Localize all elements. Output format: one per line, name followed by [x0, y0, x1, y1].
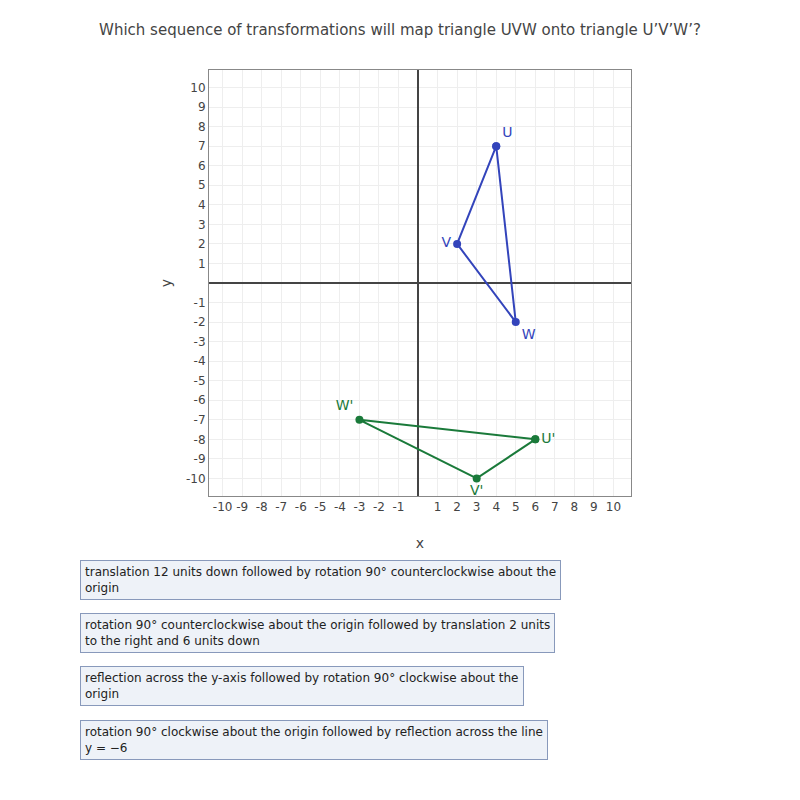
svg-text:rotation 90° clockwise about t: rotation 90° clockwise about the origin … [85, 725, 543, 755]
svg-text:-4: -4 [334, 500, 346, 514]
svg-text:translation 12 units down foll: translation 12 units down followed by ro… [85, 565, 556, 595]
svg-text:y: y [158, 279, 174, 287]
svg-text:-10: -10 [186, 472, 206, 486]
svg-text:-6: -6 [295, 500, 307, 514]
svg-text:8: 8 [198, 120, 206, 134]
svg-text:-5: -5 [194, 374, 206, 388]
svg-text:Which sequence of transformati: Which sequence of transformations will m… [99, 21, 701, 39]
svg-text:-4: -4 [194, 354, 206, 368]
svg-text:7: 7 [198, 139, 206, 153]
svg-text:5: 5 [198, 178, 206, 192]
svg-text:-3: -3 [353, 500, 365, 514]
svg-text:U': U' [541, 430, 555, 446]
svg-text:W': W' [336, 397, 354, 413]
svg-text:6: 6 [198, 159, 206, 173]
svg-text:-10: -10 [213, 500, 233, 514]
svg-text:W: W [522, 326, 536, 342]
svg-text:U: U [502, 124, 512, 140]
svg-text:10: 10 [190, 81, 205, 95]
svg-text:1: 1 [198, 257, 206, 271]
svg-text:-3: -3 [194, 335, 206, 349]
svg-text:9: 9 [590, 500, 598, 514]
svg-text:-9: -9 [236, 500, 248, 514]
svg-text:-6: -6 [194, 393, 206, 407]
svg-text:4: 4 [198, 198, 206, 212]
svg-text:-1: -1 [194, 296, 206, 310]
svg-text:-7: -7 [194, 413, 206, 427]
svg-text:-2: -2 [373, 500, 385, 514]
svg-text:V': V' [470, 482, 483, 496]
svg-text:-5: -5 [314, 500, 326, 514]
svg-text:4: 4 [492, 500, 500, 514]
svg-text:-8: -8 [256, 500, 268, 514]
svg-text:3: 3 [473, 500, 481, 514]
svg-text:-1: -1 [393, 500, 405, 514]
svg-text:10: 10 [606, 500, 621, 514]
svg-text:-8: -8 [194, 433, 206, 447]
svg-text:9: 9 [198, 100, 206, 114]
svg-text:-9: -9 [194, 452, 206, 466]
svg-text:reflection across the y-axis f: reflection across the y-axis followed by… [85, 671, 519, 701]
svg-text:2: 2 [453, 500, 461, 514]
svg-text:x: x [416, 535, 424, 551]
svg-text:V: V [442, 234, 452, 250]
svg-text:1: 1 [434, 500, 442, 514]
svg-text:7: 7 [551, 500, 559, 514]
svg-text:3: 3 [198, 218, 206, 232]
svg-text:-7: -7 [275, 500, 287, 514]
svg-text:rotation 90° counterclockwise: rotation 90° counterclockwise about the … [85, 618, 550, 648]
svg-text:6: 6 [531, 500, 539, 514]
svg-text:2: 2 [198, 237, 206, 251]
svg-text:-2: -2 [194, 315, 206, 329]
svg-text:5: 5 [512, 500, 520, 514]
svg-text:8: 8 [571, 500, 579, 514]
